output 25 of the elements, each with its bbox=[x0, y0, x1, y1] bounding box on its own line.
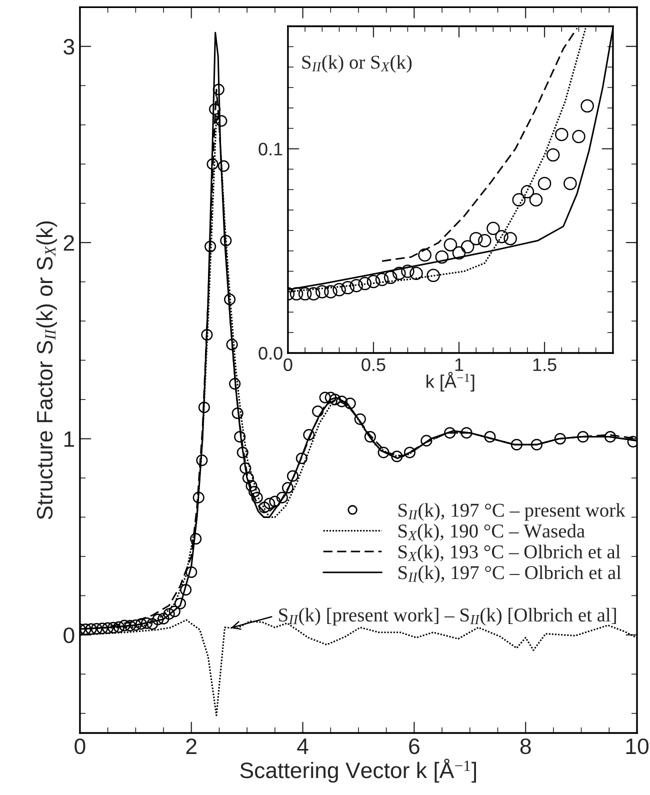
y-tick-label: 3 bbox=[64, 38, 74, 55]
x-tick-label: 6 bbox=[409, 738, 420, 754]
x-axis-title: k [Å$^{−1}$] bbox=[426, 372, 474, 392]
legend-label: S$_{X}$(k), 190 °C – Waseda bbox=[398, 524, 585, 542]
x-tick-label: 0 bbox=[284, 358, 292, 372]
x-tick-label: 0.5 bbox=[362, 358, 386, 372]
x-axis-title: Scattering Vector k [Å$^{−1}$] bbox=[240, 758, 476, 783]
y-tick-label: 0.0 bbox=[258, 346, 282, 360]
y-tick-label: 1 bbox=[64, 431, 74, 447]
annotation: S$_{II}$(k) [present work] – S$_{II}$(k) [Olbrich et al] bbox=[279, 608, 616, 626]
legend-label: S$_{II}$(k), 197 °C – present work bbox=[398, 503, 626, 521]
y-tick-label: 2 bbox=[64, 235, 74, 251]
x-tick-label: 10 bbox=[626, 738, 648, 754]
x-tick-label: 4 bbox=[297, 738, 308, 754]
x-tick-label: 0 bbox=[74, 738, 86, 754]
legend-label: S$_{X}$(k), 193 °C – Olbrich et al bbox=[398, 544, 620, 562]
x-tick-label: 1.5 bbox=[533, 358, 556, 372]
x-tick-label: 1 bbox=[455, 358, 464, 371]
x-tick-label: 2 bbox=[186, 738, 196, 754]
y-axis-title: Structure Factor S$_{II}$(k) or S$_{X}$(k) bbox=[36, 221, 57, 520]
y-tick-label: 0 bbox=[64, 627, 74, 644]
legend-label: S$_{II}$(k), 197 °C – Olbrich et al bbox=[398, 566, 622, 584]
annotation: S$_{II}$(k) or S$_{X}$(k) bbox=[302, 55, 412, 73]
x-tick-label: 8 bbox=[520, 738, 531, 754]
y-tick-label: 0.1 bbox=[258, 142, 282, 156]
